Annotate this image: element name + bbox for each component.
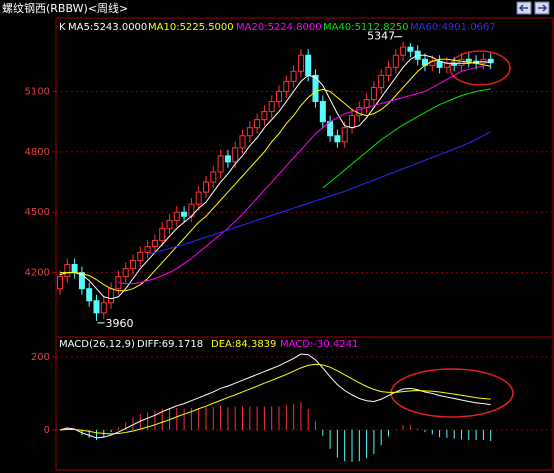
candle-body xyxy=(57,276,63,290)
candle-body xyxy=(210,171,217,183)
legend-entry: MA5:5243.0000 xyxy=(68,22,147,33)
candle-body xyxy=(144,245,151,253)
candle-body xyxy=(319,101,326,123)
candle-body xyxy=(276,90,282,103)
candle-body xyxy=(195,191,202,205)
candle-body xyxy=(108,288,115,304)
candle-body xyxy=(297,54,304,72)
candle-body xyxy=(217,155,224,173)
legend-entry: MA20:5224.8000 xyxy=(236,22,322,33)
highlight-ellipse xyxy=(449,50,511,86)
candle-body xyxy=(378,74,385,88)
candle-body xyxy=(283,80,290,92)
y-tick-label: 200 xyxy=(31,352,50,363)
legend-label: K xyxy=(59,22,66,33)
y-tick-label: 4500 xyxy=(25,207,50,218)
candle-body xyxy=(224,155,231,163)
y-tick-label: 4200 xyxy=(25,268,50,279)
candle-body xyxy=(370,86,377,101)
candle-body xyxy=(487,58,494,64)
ma-line xyxy=(118,65,484,285)
y-tick-label: 4800 xyxy=(25,147,50,158)
candle-body xyxy=(305,54,312,76)
candle-body xyxy=(327,121,334,137)
candle-body xyxy=(86,288,93,302)
candle-body xyxy=(173,211,180,221)
candle-body xyxy=(261,111,268,121)
candle-body xyxy=(458,58,465,66)
candle-body xyxy=(203,181,209,193)
plot-frame xyxy=(55,17,554,471)
highlight-ellipse xyxy=(390,368,514,418)
y-tick-label: 0 xyxy=(44,425,50,436)
candle-body xyxy=(166,219,173,229)
candle-body xyxy=(93,300,100,314)
candle-body xyxy=(71,264,78,274)
next-icon xyxy=(538,4,548,12)
candle-body xyxy=(443,62,450,68)
candle-body xyxy=(290,70,297,82)
candle-body xyxy=(246,127,253,137)
candle-body xyxy=(159,227,166,241)
candle-body xyxy=(64,264,71,278)
ma-line xyxy=(147,131,491,255)
candle-body xyxy=(100,302,107,314)
candle-body xyxy=(392,54,399,68)
legend-entry: MA40:5112.8250 xyxy=(323,22,409,33)
candle-body xyxy=(239,135,246,149)
ma-line xyxy=(60,58,491,292)
candle-body xyxy=(407,46,414,52)
candle-body xyxy=(312,74,319,103)
title-bar xyxy=(0,0,554,16)
candle-body xyxy=(254,119,261,129)
candle-body xyxy=(341,127,348,143)
candle-body xyxy=(349,115,355,129)
candle-body xyxy=(181,211,188,217)
ma-line xyxy=(59,363,491,435)
candle-body xyxy=(130,260,136,270)
candle-body xyxy=(78,272,85,290)
y-tick-label: 5100 xyxy=(25,86,50,97)
legend-entry: DEA:84.3839 xyxy=(211,339,276,350)
candle-body xyxy=(232,147,239,163)
candle-body xyxy=(356,107,363,117)
window-title: 螺纹钢西(RBBW)<周线> xyxy=(2,1,128,15)
legend-entry: DIFF:69.1718 xyxy=(137,339,203,350)
legend-entry: MACD:-30.4241 xyxy=(280,339,358,350)
candle-body xyxy=(268,101,275,113)
legend-entry: MA60:4901.0667 xyxy=(410,22,496,33)
ma-line xyxy=(59,54,491,300)
candle-body xyxy=(400,46,407,56)
candle-body xyxy=(151,239,158,247)
candle-body xyxy=(465,58,472,62)
ma-line xyxy=(322,88,491,189)
candle-body xyxy=(137,251,144,262)
high-annotation: 5347 xyxy=(367,30,395,43)
low-annotation: 3960 xyxy=(106,317,134,330)
window-buttons xyxy=(516,1,550,15)
prev-icon xyxy=(518,4,528,12)
legend-entry: MA10:5225.5000 xyxy=(148,22,234,33)
candle-body xyxy=(334,135,341,143)
candle-body xyxy=(385,66,392,76)
candle-body xyxy=(363,99,370,109)
candle-body xyxy=(122,268,129,278)
panel-title: MACD(26,12,9) xyxy=(59,339,135,350)
